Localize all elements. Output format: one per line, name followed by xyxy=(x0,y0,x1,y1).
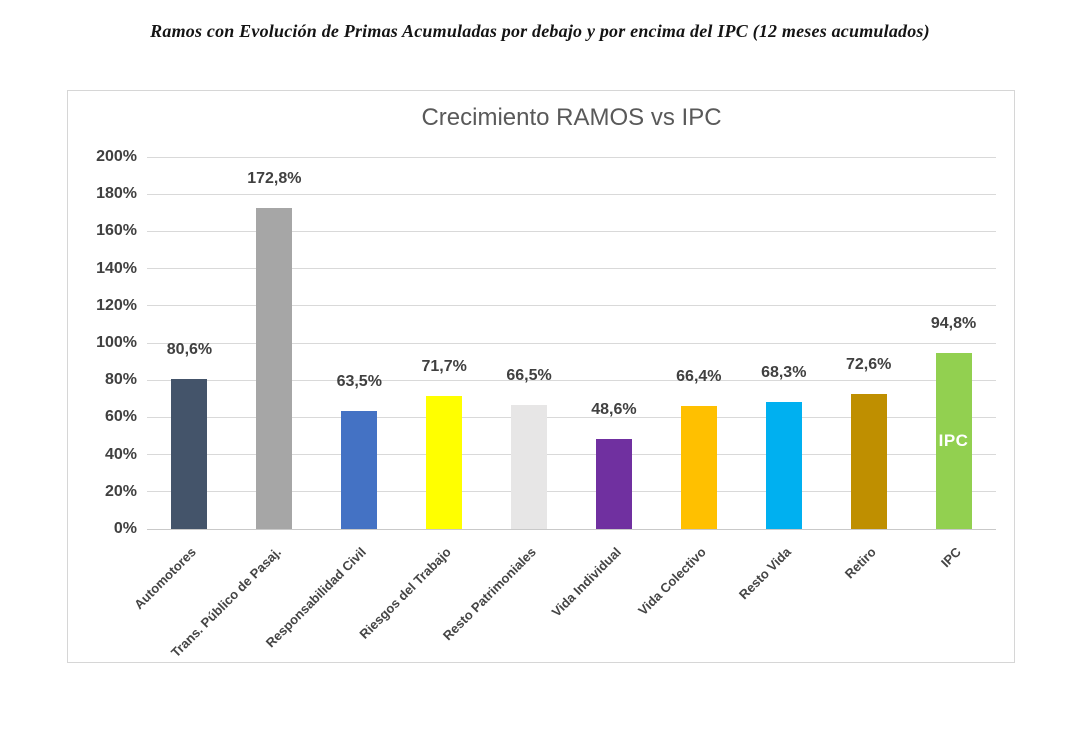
x-axis-label-retiro: Retiro xyxy=(841,544,879,582)
bar-retiro xyxy=(850,393,887,529)
value-label-trans-publico-de-pasaj: 172,8% xyxy=(247,169,302,187)
value-label-automotores: 80,6% xyxy=(166,341,213,359)
bar-responsabilidad-civil xyxy=(341,410,378,529)
value-label-responsabilidad-civil: 63,5% xyxy=(336,372,382,390)
bar-resto-patrimoniales xyxy=(511,405,548,529)
y-tick-label-100: 100% xyxy=(96,334,137,351)
y-tick-label-140: 140% xyxy=(96,259,137,277)
y-tick-label-180: 180% xyxy=(96,185,137,203)
bar-resto-vida xyxy=(765,401,802,529)
y-tick-label-0: 0% xyxy=(113,520,137,537)
bar-vida-individual xyxy=(595,438,632,529)
bar-ipc: IPC xyxy=(935,352,972,529)
value-label-resto-vida: 68,3% xyxy=(761,363,807,381)
gridline-120 xyxy=(147,305,996,307)
x-axis-label-trans-publico-de-pasaj: Trans. Público de Pasaj. xyxy=(168,544,285,661)
gridline-100 xyxy=(147,342,996,344)
gridline-60 xyxy=(147,416,996,418)
gridline-180 xyxy=(147,193,996,195)
x-axis-label-resto-vida: Resto Vida xyxy=(735,544,794,603)
x-axis-label-ipc: IPC xyxy=(937,544,964,571)
y-tick-label-160: 160% xyxy=(96,222,137,240)
gridline-140 xyxy=(147,268,996,270)
y-tick-label-80: 80% xyxy=(104,371,137,389)
value-label-ipc: 94,8% xyxy=(930,314,977,332)
bar-inner-label-ipc: IPC xyxy=(938,430,969,450)
x-axis-label-riesgos-del-trabajo: Riesgos del Trabajo xyxy=(356,544,455,642)
chart-title: Crecimiento RAMOS vs IPC xyxy=(421,104,722,131)
bar-riesgos-del-trabajo xyxy=(426,395,463,529)
x-axis-label-resto-patrimoniales: Resto Patrimoniales xyxy=(439,544,539,644)
bar-trans-publico-de-pasaj xyxy=(256,207,293,529)
gridline-20 xyxy=(147,491,996,493)
x-axis-label-vida-individual: Vida Individual xyxy=(548,544,624,620)
y-tick-label-20: 20% xyxy=(104,482,137,500)
value-label-vida-colectivo: 66,4% xyxy=(676,367,722,385)
value-label-retiro: 72,6% xyxy=(845,355,892,373)
value-label-vida-individual: 48,6% xyxy=(591,400,637,418)
plot-area: 0% 20% 40% 60% 80% 100% 120% 140% 160% 180% 200% 80… xyxy=(96,148,996,660)
value-label-resto-patrimoniales: 66,5% xyxy=(506,367,552,385)
chart-container: Crecimiento RAMOS vs IPC 0% 20% 40% 60% 80% 1… xyxy=(67,90,1015,663)
bar-automotores xyxy=(171,379,208,529)
gridline-160 xyxy=(147,230,996,232)
x-axis-label-automotores: Automotores xyxy=(131,544,200,613)
y-tick-label-200: 200% xyxy=(96,148,137,165)
gridline-200 xyxy=(147,156,996,158)
x-axis-label-responsabilidad-civil: Responsabilidad Civil xyxy=(263,544,370,651)
y-tick-label-120: 120% xyxy=(96,296,137,314)
gridline-0 xyxy=(147,528,996,530)
gridline-40 xyxy=(147,454,996,456)
y-tick-label-40: 40% xyxy=(104,445,137,463)
gridline-80 xyxy=(147,379,996,381)
y-tick-label-60: 60% xyxy=(104,408,137,426)
value-label-riesgos-del-trabajo: 71,7% xyxy=(421,357,467,375)
bar-vida-colectivo xyxy=(680,405,717,529)
x-axis-label-vida-colectivo: Vida Colectivo xyxy=(634,544,709,619)
page-heading: Ramos con Evolución de Primas Acumuladas… xyxy=(150,21,930,41)
